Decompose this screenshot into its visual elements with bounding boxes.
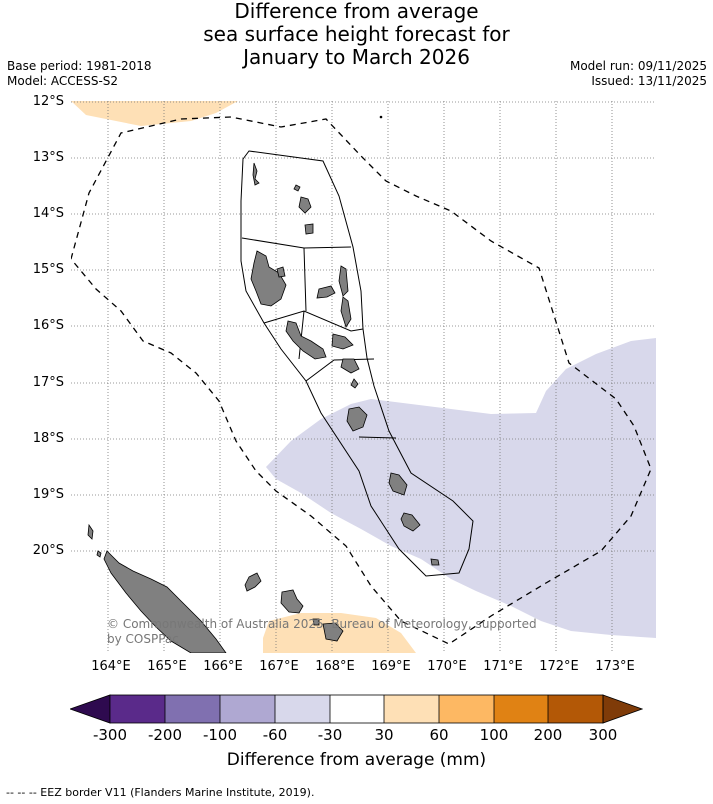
meta-right: Model run: 09/11/2025 Issued: 13/11/2025 (570, 59, 707, 89)
lon-label: 170°E (427, 659, 467, 674)
positive-anomaly-area (71, 101, 238, 126)
colorbar-swatch (494, 695, 548, 723)
lon-label: 168°E (315, 659, 355, 674)
lat-label: 17°S (32, 375, 64, 390)
colorbar-tick-label: -30 (317, 726, 343, 744)
lon-label: 173°E (595, 659, 635, 674)
lon-label: 172°E (539, 659, 579, 674)
colorbar-swatch (384, 695, 439, 723)
colorbar-tick-label: 200 (533, 726, 563, 744)
lat-label: 20°S (32, 543, 64, 558)
colorbar-tick-label: -200 (147, 726, 183, 744)
lat-label: 18°S (32, 431, 64, 446)
credit-text: © Commonwealth of Australia 2025, Bureau… (107, 617, 537, 647)
colorbar-tick-label: 300 (588, 726, 618, 744)
eez-border (71, 116, 652, 645)
credit-line-1: © Commonwealth of Australia 2025, Bureau… (107, 617, 537, 631)
colorbar-swatch (439, 695, 494, 723)
lat-label: 14°S (32, 206, 64, 221)
lat-label: 12°S (32, 94, 64, 109)
colorbar-tick-label: -300 (92, 726, 128, 744)
colorbar-swatch (330, 695, 384, 723)
colorbar-swatch (110, 695, 165, 723)
lon-label: 171°E (483, 659, 523, 674)
lon-label: 167°E (259, 659, 299, 674)
colorbar-title: Difference from average (mm) (226, 750, 487, 770)
land-vanuatu (250, 162, 440, 566)
lat-label: 15°S (32, 262, 64, 277)
credit-line-2: by COSPPac (107, 632, 179, 646)
colorbar-swatch (220, 695, 275, 723)
lat-label: 13°S (32, 150, 64, 165)
colorbar-extend-min (70, 694, 111, 724)
colorbar-tick-label: 30 (374, 726, 394, 744)
colorbar-tick-label: 100 (479, 726, 509, 744)
lon-label: 169°E (371, 659, 411, 674)
title-line-1: Difference from average (234, 0, 479, 23)
colorbar-tick-label: -100 (202, 726, 238, 744)
meta-left: Base period: 1981-2018 Model: ACCESS-S2 (7, 59, 152, 89)
colorbar-extend-max (602, 694, 643, 724)
eez-footnote: -- -- -- EEZ border V11 (Flanders Marine… (6, 786, 315, 799)
colorbar-swatch (165, 695, 220, 723)
province-boundaries (240, 150, 474, 577)
lon-label: 164°E (91, 659, 131, 674)
colorbar-tick-label: -60 (262, 726, 288, 744)
base-period: Base period: 1981-2018 (7, 59, 152, 73)
title-line-3: January to March 2026 (243, 45, 470, 69)
colorbar-swatch (548, 695, 603, 723)
map-panel (71, 101, 656, 653)
lon-label: 166°E (203, 659, 243, 674)
model-run: Model run: 09/11/2025 (569, 59, 707, 73)
land-new-caledonia (87, 523, 344, 653)
title-line-2: sea surface height forecast for (203, 22, 510, 46)
colorbar (70, 694, 643, 724)
map-title: Difference from average sea surface heig… (0, 0, 713, 69)
lon-label: 165°E (147, 659, 187, 674)
issued-date: Issued: 13/11/2025 (591, 74, 707, 88)
lat-label: 16°S (32, 318, 64, 333)
model-name: Model: ACCESS-S2 (7, 74, 119, 88)
lat-label: 19°S (32, 487, 64, 502)
colorbar-tick-label: 60 (429, 726, 449, 744)
colorbar-swatch (275, 695, 330, 723)
